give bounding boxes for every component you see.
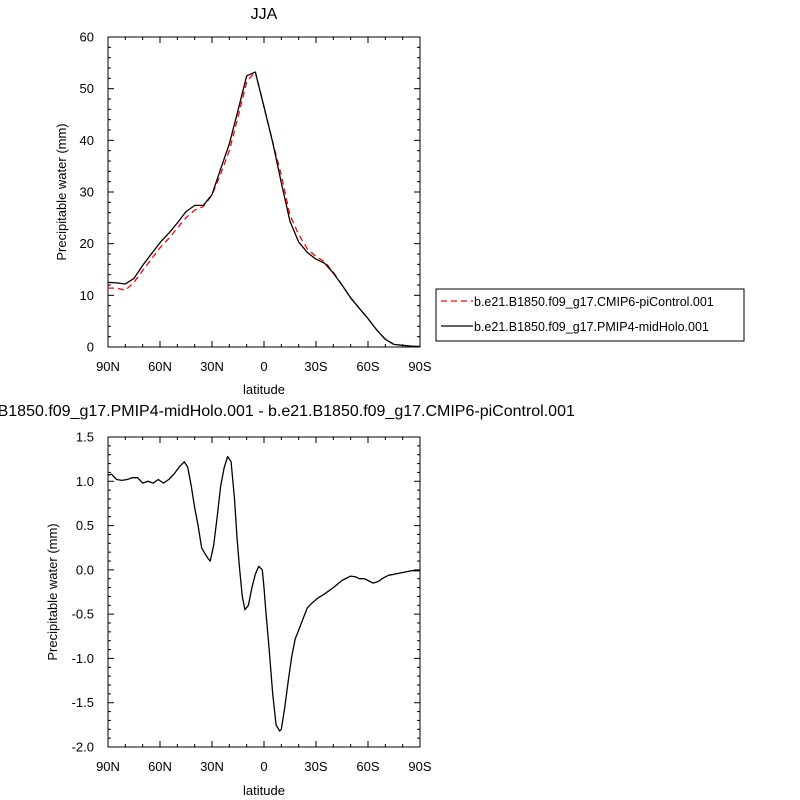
x-tick-labels: 90N 60N 30N 0 30S 60S 90S (96, 759, 432, 774)
y-axis-label: Precipitable water (mm) (45, 523, 60, 660)
difference-line (107, 455, 420, 732)
y-tick-label: 10 (80, 288, 94, 303)
legend: b.e21.B1850.f09_g17.CMIP6-piControl.001 … (435, 288, 745, 342)
y-tick-label: 0.0 (76, 562, 94, 577)
x-tick-labels: 90N 60N 30N 0 30S 60S 90S (96, 359, 432, 374)
y-axis-label: Precipitable water (mm) (54, 123, 69, 260)
series-lines (107, 70, 421, 348)
x-tick-label: 0 (260, 759, 267, 774)
y-tick-label: 1.5 (76, 430, 94, 445)
chart-title: b.e21.B1850.f09_g17.PMIP4-midHolo.001 - … (0, 403, 575, 420)
series-lines (107, 455, 420, 732)
y-tick-label: 50 (80, 81, 94, 96)
legend-label-picontrol: b.e21.B1850.f09_g17.CMIP6-piControl.001 (474, 295, 714, 309)
y-tick-labels: 0 10 20 30 40 50 60 (80, 30, 94, 355)
x-tick-label: 60N (148, 759, 172, 774)
y-tick-label: -0.5 (72, 607, 94, 622)
y-tick-label: -1.0 (72, 651, 94, 666)
x-tick-label: 90S (408, 359, 431, 374)
y-tick-label: 30 (80, 185, 94, 200)
axis-ticks (107, 36, 421, 348)
plot-frame (107, 36, 421, 348)
y-tick-label: 40 (80, 133, 94, 148)
x-tick-label: 90N (96, 359, 120, 374)
x-tick-label: 90S (408, 759, 431, 774)
axis-ticks (107, 436, 421, 748)
legend-box (435, 288, 745, 342)
top-chart-panel: JJA 90N 60N 30N 0 30S 60S 90S 0 10 20 30 40 50 60 la… (54, 6, 432, 397)
x-tick-label: 60N (148, 359, 172, 374)
x-axis-label: latitude (243, 783, 285, 798)
x-tick-label: 30N (200, 759, 224, 774)
y-tick-label: 20 (80, 236, 94, 251)
x-tick-label: 30S (304, 359, 327, 374)
y-tick-label: -2.0 (72, 740, 94, 755)
x-tick-label: 90N (96, 759, 120, 774)
x-tick-label: 60S (356, 759, 379, 774)
x-tick-label: 60S (356, 359, 379, 374)
x-tick-label: 0 (260, 359, 267, 374)
y-tick-label: 60 (80, 30, 94, 45)
y-tick-label: 0 (87, 340, 94, 355)
series-line-midholo (107, 71, 421, 348)
y-tick-label: -1.5 (72, 695, 94, 710)
x-tick-label: 30N (200, 359, 224, 374)
y-tick-label: 1.0 (76, 474, 94, 489)
y-tick-labels: -2.0 -1.5 -1.0 -0.5 0.0 0.5 1.0 1.5 (72, 430, 94, 755)
y-tick-label: 0.5 (76, 518, 94, 533)
chart-title: JJA (251, 6, 278, 23)
legend-label-midholo: b.e21.B1850.f09_g17.PMIP4-midHolo.001 (474, 320, 709, 334)
bottom-chart-panel: b.e21.B1850.f09_g17.PMIP4-midHolo.001 - … (0, 403, 575, 798)
x-axis-label: latitude (243, 382, 285, 397)
series-line-picontrol (108, 70, 421, 348)
x-tick-label: 30S (304, 759, 327, 774)
